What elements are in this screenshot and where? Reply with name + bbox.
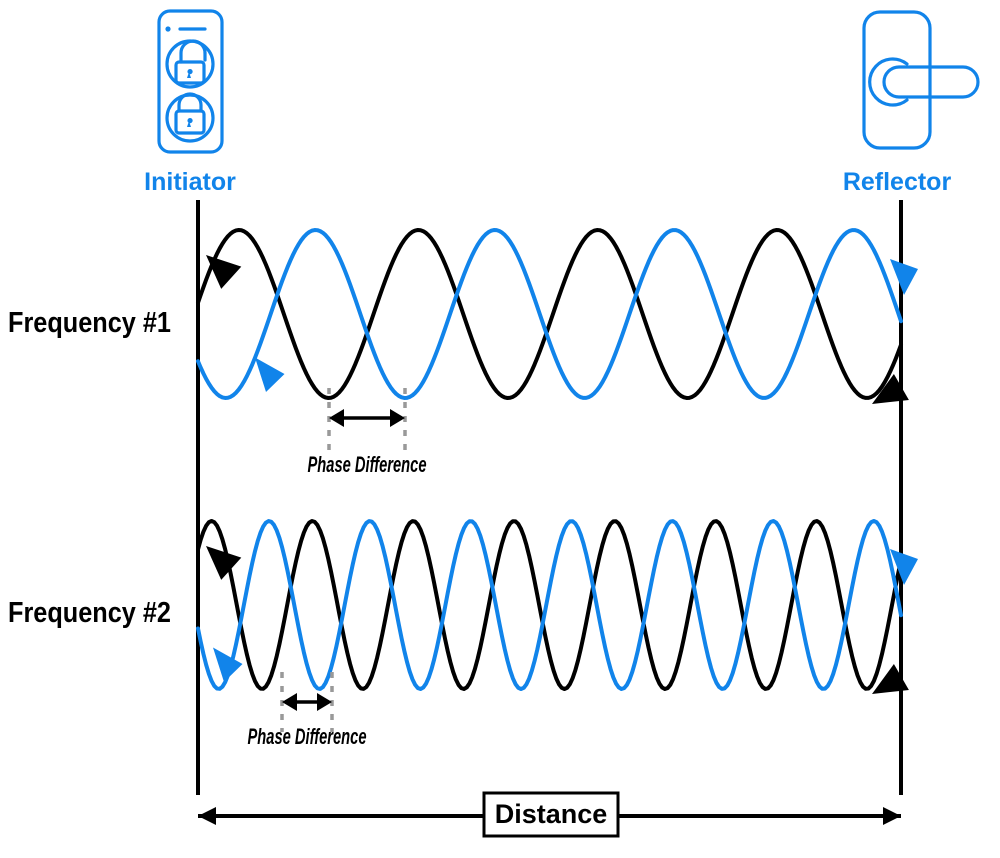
svg-text:Frequency #2: Frequency #2 xyxy=(8,597,171,629)
svg-text:Frequency #1: Frequency #1 xyxy=(8,307,171,339)
svg-text:Distance: Distance xyxy=(495,799,608,829)
svg-text:Phase Difference: Phase Difference xyxy=(248,724,367,749)
svg-text:Initiator: Initiator xyxy=(144,168,236,196)
svg-text:Phase Difference: Phase Difference xyxy=(308,452,427,477)
svg-text:Reflector: Reflector xyxy=(843,168,952,196)
